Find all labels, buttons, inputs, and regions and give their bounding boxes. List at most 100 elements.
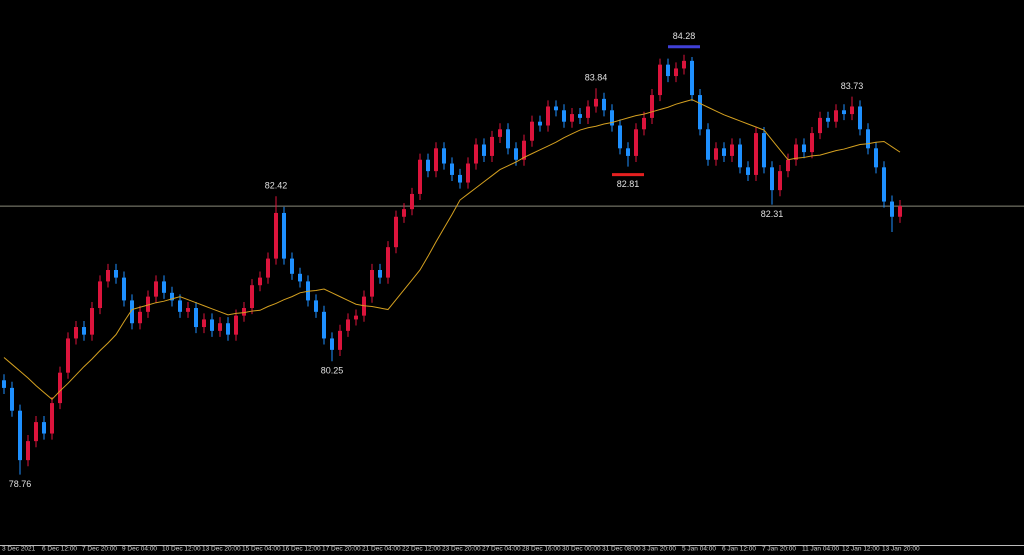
x-tick-label: 31 Dec 08:00 <box>602 546 641 553</box>
x-tick-label: 23 Dec 20:00 <box>442 546 481 553</box>
candle-body <box>578 114 582 118</box>
candle-body <box>42 422 46 434</box>
candle-body <box>570 114 574 122</box>
x-tick-label: 17 Dec 20:00 <box>322 546 361 553</box>
candle-body <box>322 311 326 339</box>
candle-body <box>810 133 814 153</box>
candle-body <box>610 110 614 126</box>
candle-body <box>298 273 302 282</box>
candle-body <box>634 129 638 156</box>
candle-body <box>714 148 718 160</box>
candle-body <box>802 144 806 153</box>
candle-body <box>194 308 198 328</box>
x-tick-label: 6 Jan 12:00 <box>722 546 756 553</box>
candle-body <box>618 125 622 149</box>
candle-body <box>170 292 174 301</box>
candle-body <box>682 60 686 69</box>
candle-body <box>250 285 254 309</box>
candle-body <box>114 270 118 278</box>
candle-body <box>690 60 694 96</box>
candle-body <box>442 148 446 164</box>
candle-body <box>354 315 358 320</box>
candle-body <box>226 323 230 335</box>
extreme-label: 83.73 <box>841 81 864 91</box>
candle-body <box>394 216 398 248</box>
candle-body <box>370 270 374 297</box>
candle-body <box>858 106 862 130</box>
candle-body <box>514 148 518 160</box>
candle-body <box>146 296 150 312</box>
candle-body <box>258 277 262 286</box>
candle-body <box>698 95 702 130</box>
x-tick-label: 30 Dec 00:00 <box>562 546 601 553</box>
x-tick-label: 27 Dec 04:00 <box>482 546 521 553</box>
extreme-label: 78.76 <box>9 479 32 489</box>
candle-body <box>626 148 630 156</box>
candle-body <box>482 144 486 156</box>
candle-body <box>402 209 406 217</box>
candle-body <box>762 133 766 168</box>
candle-body <box>26 441 30 461</box>
candle-body <box>130 300 134 324</box>
candle-body <box>554 106 558 111</box>
candle-body <box>330 338 334 350</box>
candle-body <box>98 281 102 309</box>
x-tick-label: 3 Jan 20:00 <box>642 546 676 553</box>
x-tick-label: 28 Dec 16:00 <box>522 546 561 553</box>
candle-body <box>434 148 438 172</box>
x-tick-label: 7 Dec 20:00 <box>82 546 117 553</box>
candle-body <box>106 270 110 282</box>
candle-body <box>706 129 710 160</box>
candle-body <box>754 133 758 175</box>
candle-body <box>522 140 526 160</box>
candle-body <box>746 167 750 175</box>
candle-body <box>178 300 182 312</box>
candle-body <box>314 300 318 312</box>
candle-body <box>642 117 646 130</box>
candle-body <box>498 129 502 137</box>
x-tick-label: 12 Jan 12:00 <box>842 546 880 553</box>
candle-body <box>346 319 350 331</box>
candle-body <box>546 106 550 126</box>
candle-body <box>34 422 38 442</box>
x-tick-label: 7 Jan 20:00 <box>762 546 796 553</box>
candle-body <box>122 277 126 301</box>
candle-body <box>898 206 902 217</box>
extreme-label: 84.28 <box>673 31 696 41</box>
candle-body <box>490 136 494 156</box>
candle-body <box>418 159 422 194</box>
candle-body <box>386 247 390 278</box>
x-tick-label: 16 Dec 12:00 <box>282 546 321 553</box>
extreme-label: 82.42 <box>265 181 288 191</box>
candle-body <box>786 159 790 172</box>
candle-body <box>338 330 342 350</box>
candle-body <box>890 201 894 217</box>
x-tick-label: 11 Jan 04:00 <box>802 546 839 553</box>
candle-body <box>186 308 190 312</box>
candle-body <box>834 110 838 122</box>
candle-body <box>506 129 510 149</box>
x-tick-label: 9 Dec 04:00 <box>122 546 157 553</box>
x-tick-label: 6 Dec 12:00 <box>42 546 77 553</box>
x-tick-label: 3 Dec 2021 <box>2 546 36 553</box>
candle-body <box>538 121 542 126</box>
candle-body <box>2 380 6 388</box>
candle-body <box>210 319 214 331</box>
candle-body <box>562 110 566 122</box>
candle-body <box>202 319 206 328</box>
x-tick-label: 21 Dec 04:00 <box>362 546 401 553</box>
x-tick-label: 10 Dec 12:00 <box>162 546 201 553</box>
candle-body <box>50 403 54 434</box>
candle-body <box>474 144 478 164</box>
candle-body <box>866 129 870 149</box>
candle-body <box>818 117 822 134</box>
candle-body <box>586 106 590 118</box>
candle-body <box>138 311 142 324</box>
candle-body <box>730 144 734 156</box>
candle-body <box>794 144 798 160</box>
candle-body <box>666 64 670 77</box>
candle-body <box>218 323 222 331</box>
